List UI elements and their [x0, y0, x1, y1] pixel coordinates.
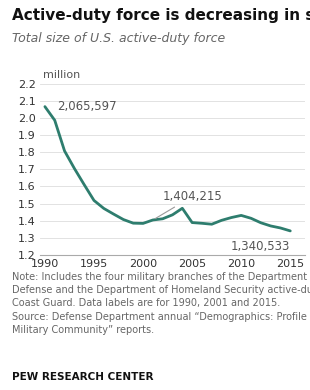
Text: million: million — [43, 70, 80, 80]
Text: 1,340,533: 1,340,533 — [231, 240, 290, 254]
Text: 2,065,597: 2,065,597 — [57, 100, 116, 113]
Text: 1,404,215: 1,404,215 — [155, 190, 223, 218]
Text: PEW RESEARCH CENTER: PEW RESEARCH CENTER — [12, 372, 154, 382]
Text: Total size of U.S. active-duty force: Total size of U.S. active-duty force — [12, 32, 226, 45]
Text: Note: Includes the four military branches of the Department of
Defense and the D: Note: Includes the four military branche… — [12, 272, 310, 335]
Text: Active-duty force is decreasing in size: Active-duty force is decreasing in size — [12, 8, 310, 23]
